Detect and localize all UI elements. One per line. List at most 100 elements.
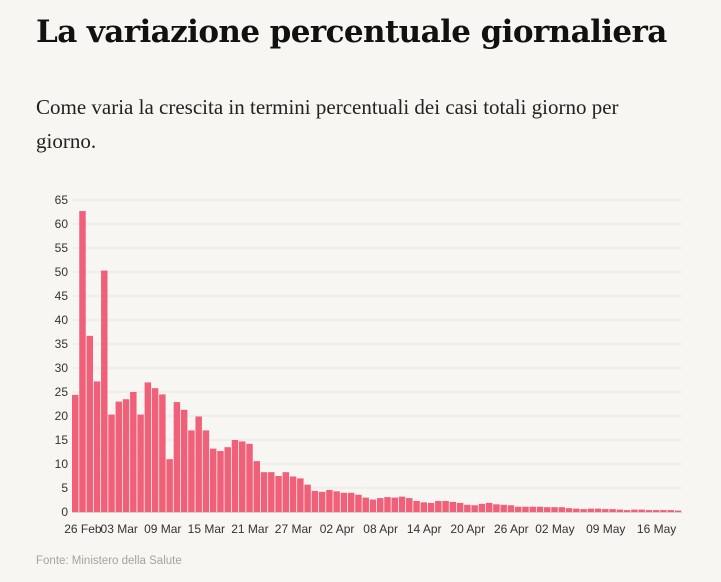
- bar: [464, 504, 471, 512]
- x-tick-label: 08 Apr: [363, 522, 398, 536]
- bar: [485, 502, 493, 512]
- bar: [514, 506, 522, 512]
- bar: [72, 394, 79, 512]
- bar: [275, 476, 282, 512]
- x-tick-label: 16 May: [637, 522, 676, 536]
- bar: [609, 509, 616, 512]
- bar: [304, 484, 311, 512]
- y-tick-label: 55: [55, 241, 69, 255]
- bar: [674, 510, 682, 512]
- bar: [239, 441, 246, 512]
- bar: [536, 506, 544, 512]
- bar: [195, 416, 202, 512]
- bar: [180, 409, 188, 512]
- y-tick-label: 50: [55, 265, 69, 279]
- bar: [413, 500, 420, 512]
- bar: [529, 506, 536, 512]
- y-axis: 0 5 10 15 20 25 30 35 40 45 50 55 60 65: [55, 193, 69, 519]
- bar: [587, 508, 595, 512]
- bar: [86, 335, 93, 512]
- x-tick-label: 27 Mar: [275, 522, 312, 536]
- bar: [544, 507, 551, 512]
- bar: [166, 459, 173, 512]
- bar: [268, 472, 275, 512]
- bar: [311, 490, 319, 512]
- bar: [159, 394, 166, 512]
- bar: [108, 414, 115, 512]
- bar: [173, 402, 181, 512]
- bar: [115, 401, 123, 512]
- bar: [246, 443, 253, 512]
- bar: [253, 461, 261, 512]
- bar: [398, 496, 406, 512]
- bar: [151, 388, 159, 512]
- bar: [652, 510, 660, 512]
- bar: [369, 499, 377, 512]
- bar: [551, 507, 558, 512]
- y-tick-label: 25: [55, 385, 69, 399]
- grid-lines: [72, 199, 682, 489]
- bar: [623, 510, 631, 512]
- bar: [202, 430, 210, 512]
- bar: [638, 509, 645, 512]
- bar: [631, 509, 638, 512]
- bar: [667, 510, 674, 512]
- y-tick-label: 20: [55, 409, 69, 423]
- bar: [347, 492, 355, 512]
- bar: [377, 498, 384, 512]
- bar: [435, 500, 442, 512]
- bar: [384, 497, 391, 512]
- bar: [93, 381, 101, 512]
- x-tick-label: 20 Apr: [450, 522, 485, 536]
- x-tick-label: 14 Apr: [407, 522, 442, 536]
- page-subtitle: Come varia la crescita in termini percen…: [36, 95, 619, 153]
- bar: [616, 509, 624, 512]
- y-tick-label: 10: [55, 457, 69, 471]
- bar: [580, 509, 587, 512]
- bar: [442, 500, 449, 512]
- bar: [507, 505, 515, 512]
- source-note: Fonte: Ministero della Salute: [36, 555, 182, 567]
- x-tick-label: 02 Apr: [320, 522, 355, 536]
- bar: [558, 507, 566, 512]
- bar: [318, 491, 326, 512]
- y-tick-label: 65: [55, 193, 69, 207]
- bar: [289, 476, 297, 512]
- bar: [260, 472, 268, 512]
- bar: [565, 508, 573, 512]
- y-tick-label: 30: [55, 361, 69, 375]
- bar: [79, 211, 86, 513]
- x-tick-label: 15 Mar: [188, 522, 225, 536]
- y-tick-label: 15: [55, 433, 69, 447]
- bar: [144, 382, 152, 512]
- bar: [130, 392, 137, 512]
- y-tick-label: 0: [61, 505, 68, 519]
- x-tick-label: 26 Apr: [494, 522, 529, 536]
- x-tick-label: 09 May: [586, 522, 625, 536]
- bar: [101, 270, 108, 512]
- bar: [493, 504, 500, 512]
- bars: [72, 211, 682, 513]
- bar: [406, 498, 413, 512]
- y-tick-label: 35: [55, 337, 69, 351]
- bar: [427, 502, 435, 512]
- bar: [471, 505, 478, 512]
- bar: [602, 509, 609, 512]
- bar: [522, 506, 529, 512]
- bar: [297, 478, 304, 512]
- x-tick-label: 03 Mar: [101, 522, 138, 536]
- bar: [660, 510, 667, 512]
- bar: [333, 491, 340, 512]
- bar: [282, 472, 290, 512]
- x-tick-label: 02 May: [535, 522, 574, 536]
- bar: [594, 508, 602, 512]
- bar: [478, 503, 486, 512]
- y-tick-label: 40: [55, 313, 69, 327]
- bar: [188, 430, 195, 512]
- y-tick-label: 45: [55, 289, 69, 303]
- bar: [209, 448, 217, 512]
- bar: [362, 497, 369, 512]
- bar: [449, 501, 457, 512]
- x-tick-label: 21 Mar: [231, 522, 268, 536]
